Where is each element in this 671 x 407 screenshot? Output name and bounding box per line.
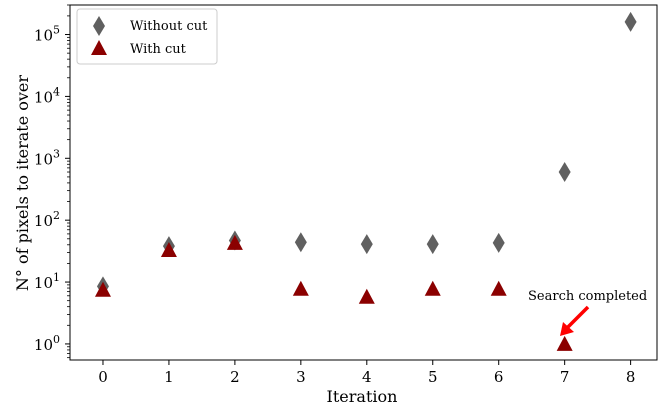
legend-label-without-cut: Without cut (130, 19, 208, 34)
x-tick-label: 4 (362, 368, 372, 386)
legend-label-with-cut: With cut (130, 42, 187, 57)
marker-with-cut (94, 281, 111, 297)
marker-with-cut (292, 280, 309, 296)
annotation-arrow-head (560, 322, 574, 336)
marker-with-cut (490, 280, 507, 296)
x-tick-label: 2 (230, 368, 240, 386)
y-tick-label: 105 (34, 24, 60, 45)
y-tick-label: 100 (34, 333, 60, 354)
legend-marker-with-cut (91, 40, 107, 55)
legend-box (76, 8, 218, 65)
marker-without-cut (624, 11, 637, 32)
x-tick-label: 3 (296, 368, 306, 386)
marker-without-cut (558, 162, 571, 183)
y-tick-label: 102 (34, 209, 60, 230)
y-tick-label: 104 (34, 85, 60, 106)
plot-frame (69, 4, 658, 361)
x-tick-label: 1 (164, 368, 174, 386)
marker-without-cut (360, 234, 373, 255)
y-axis-label: N° of pixels to iterate over (13, 75, 32, 291)
marker-with-cut (358, 288, 375, 304)
annotation-label: Search completed (528, 289, 647, 304)
marker-without-cut (426, 234, 439, 255)
x-axis-label: Iteration (327, 387, 398, 406)
x-tick-label: 7 (560, 368, 570, 386)
y-tick-label: 101 (34, 271, 60, 292)
x-tick-label: 5 (428, 368, 438, 386)
y-tick-label: 103 (34, 147, 60, 168)
marker-without-cut (294, 232, 307, 253)
legend: Without cut With cut (76, 8, 218, 65)
annotation-arrow-shaft (565, 305, 590, 330)
marker-with-cut (556, 335, 573, 351)
annotation: Search completed (528, 289, 647, 336)
x-tick-label: 8 (626, 368, 636, 386)
plot-layer: 0 1 2 3 4 5 6 7 8 100 101 102 103 104 105 (34, 4, 658, 386)
marker-without-cut (492, 232, 505, 253)
x-tick-label: 6 (494, 368, 504, 386)
x-tick-label: 0 (98, 368, 108, 386)
marker-with-cut (160, 241, 177, 257)
marker-with-cut (226, 234, 243, 250)
legend-marker-without-cut (93, 16, 105, 36)
marker-with-cut (424, 280, 441, 296)
